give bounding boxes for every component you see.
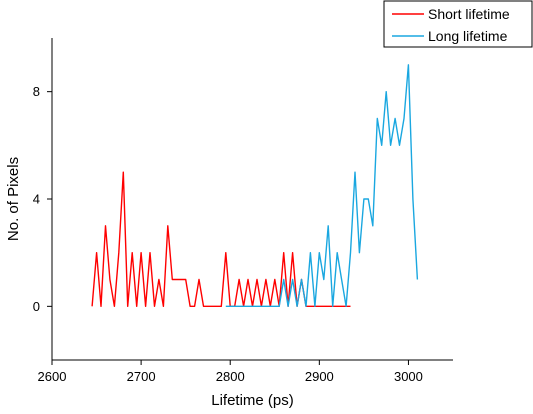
legend: Short lifetime Long lifetime [383, 0, 533, 48]
x-axis-title: Lifetime (ps) [211, 392, 294, 409]
series-line-long-lifetime [225, 64, 419, 307]
y-axis-title: No. of Pixels [5, 157, 22, 241]
y-tick-label: 0 [33, 299, 40, 314]
y-tick-label: 4 [33, 192, 40, 207]
x-ticks: 2600 2700 2800 2900 3000 [38, 360, 423, 384]
x-tick-label: 2600 [38, 369, 67, 384]
x-tick-label: 3000 [394, 369, 423, 384]
series-line-short-lifetime [91, 171, 351, 307]
axes [51, 38, 453, 361]
legend-box [383, 0, 533, 48]
legend-label-short-lifetime: Short lifetime [428, 6, 510, 22]
x-tick-label: 2800 [216, 369, 245, 384]
x-tick-label: 2900 [305, 369, 334, 384]
y-ticks: 0 4 8 [33, 84, 52, 314]
x-tick-label: 2700 [127, 369, 156, 384]
y-tick-label: 8 [33, 84, 40, 99]
series-group [91, 64, 419, 307]
legend-label-long-lifetime: Long lifetime [428, 28, 508, 44]
